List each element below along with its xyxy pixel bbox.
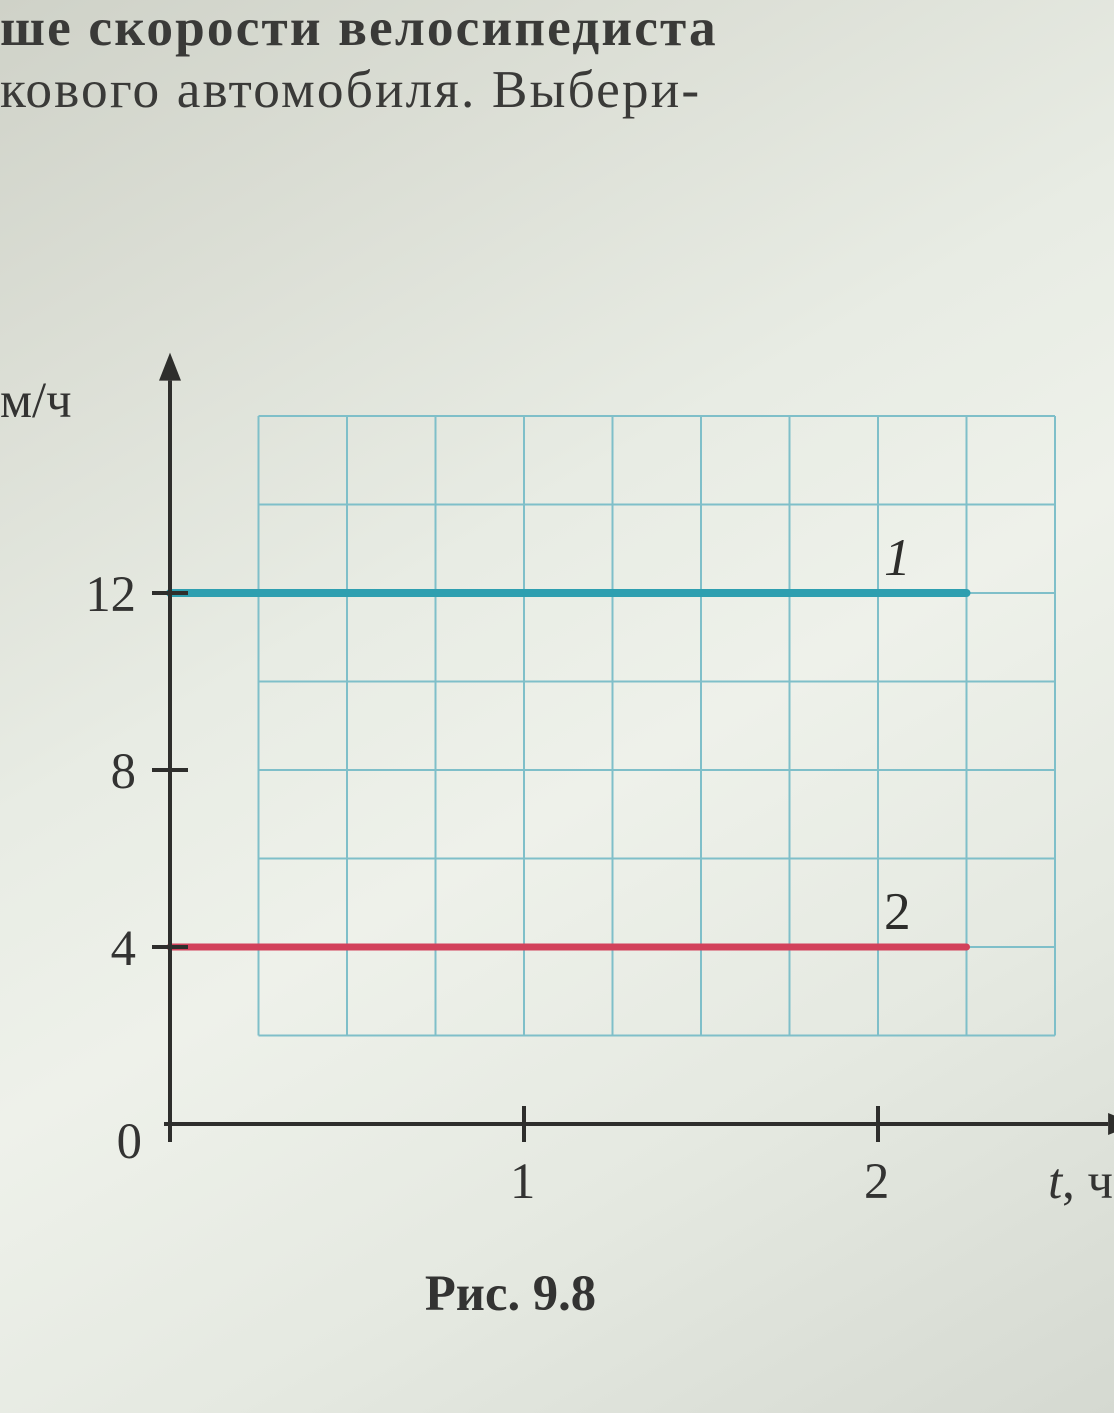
chart-svg — [0, 0, 1114, 1413]
y-tick-label: 12 — [85, 565, 136, 623]
velocity-time-chart: м/ч t, ч 4 8 12 0 1 2 1 2 Рис. 9.8 — [0, 0, 1114, 1413]
figure-caption: Рис. 9.8 — [425, 1264, 596, 1322]
x-axis-label: t, ч — [1048, 1152, 1113, 1210]
x-axis-unit: , ч — [1062, 1153, 1113, 1209]
series-2-label: 2 — [884, 880, 911, 942]
origin-label: 0 — [117, 1112, 142, 1170]
series-1-label: 1 — [884, 526, 911, 588]
x-tick-label: 2 — [864, 1152, 889, 1210]
x-tick-label: 1 — [510, 1152, 535, 1210]
x-axis-var: t — [1048, 1153, 1062, 1209]
y-tick-label: 4 — [111, 919, 136, 977]
page: ше скорости велосипедиста кового автомоб… — [0, 0, 1114, 1413]
y-tick-label: 8 — [111, 742, 136, 800]
y-axis-label: м/ч — [0, 371, 72, 429]
caption-prefix: Рис. — [425, 1265, 533, 1321]
caption-number: 9.8 — [533, 1265, 596, 1321]
